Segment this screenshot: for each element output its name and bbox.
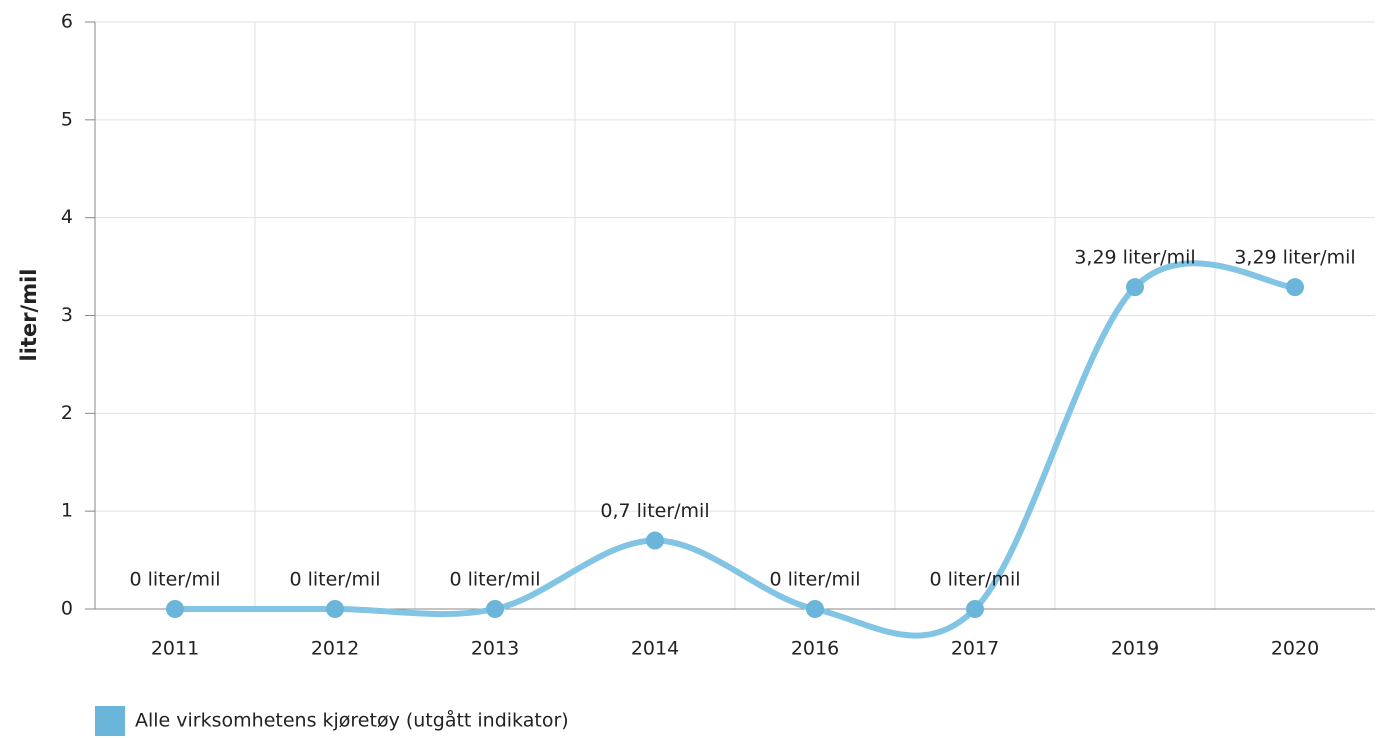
data-label: 0 liter/mil — [929, 569, 1020, 591]
data-label: 3,29 liter/mil — [1074, 247, 1195, 269]
y-tick-label: 3 — [61, 304, 73, 326]
x-tick-label: 2017 — [951, 638, 999, 660]
data-point — [486, 600, 504, 618]
y-tick-label: 5 — [61, 108, 73, 130]
x-tick-label: 2020 — [1271, 638, 1319, 660]
y-tick-label: 4 — [61, 206, 73, 228]
data-point — [166, 600, 184, 618]
x-tick-label: 2013 — [471, 638, 519, 660]
x-tick-label: 2011 — [151, 638, 199, 660]
legend-label: Alle virksomhetens kjøretøy (utgått indi… — [135, 709, 569, 732]
x-tick-label: 2012 — [311, 638, 359, 660]
data-label: 0 liter/mil — [449, 569, 540, 591]
y-tick-label: 1 — [61, 500, 73, 522]
series-line — [174, 260, 1296, 639]
data-point — [1286, 278, 1304, 297]
x-tick-label: 2014 — [631, 638, 679, 660]
data-label: 0 liter/mil — [769, 569, 860, 591]
data-label: 0 liter/mil — [129, 569, 220, 591]
data-point — [1126, 278, 1144, 297]
data-label: 0 liter/mil — [289, 569, 380, 591]
y-axis-label: liter/mil — [17, 269, 41, 362]
x-tick-label: 2016 — [791, 638, 839, 660]
data-point — [806, 600, 824, 618]
y-tick-label: 2 — [61, 402, 73, 424]
data-label: 0,7 liter/mil — [600, 500, 709, 522]
x-tick-label: 2019 — [1111, 638, 1159, 660]
legend-swatch — [95, 706, 125, 736]
data-point — [966, 600, 984, 618]
data-point — [646, 531, 664, 550]
y-tick-label: 6 — [61, 11, 73, 33]
data-label: 3,29 liter/mil — [1234, 247, 1355, 269]
y-tick-label: 0 — [61, 598, 73, 620]
data-point — [326, 600, 344, 618]
